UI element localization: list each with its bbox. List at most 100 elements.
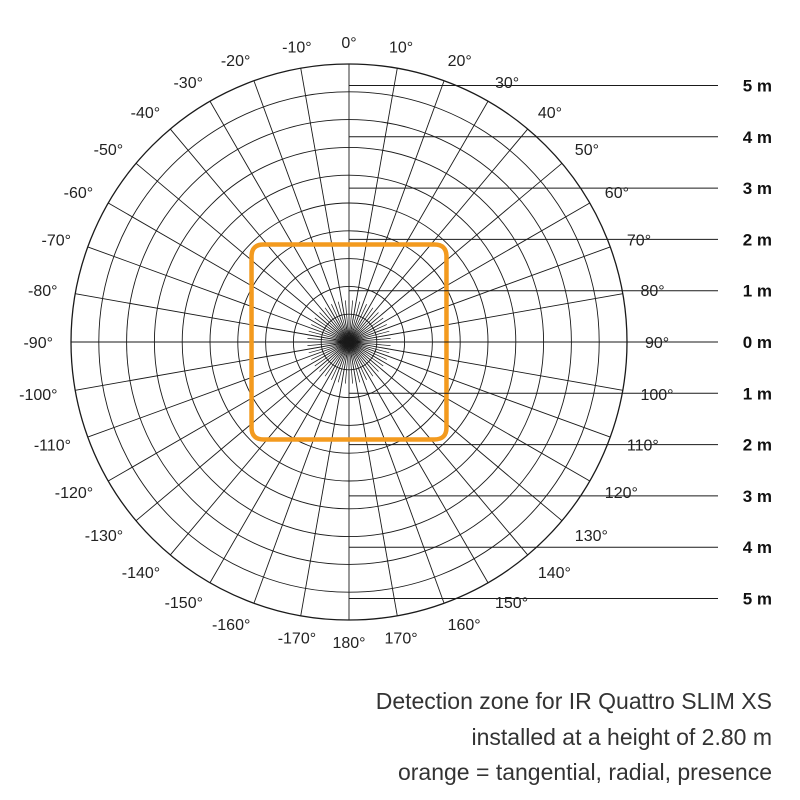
angle-label: 20° <box>448 53 472 70</box>
grid-spoke-inner <box>348 341 391 346</box>
angle-label: 0° <box>341 35 356 52</box>
angle-label: -20° <box>221 53 251 70</box>
angle-label: 10° <box>389 40 413 57</box>
grid-spoke-inner <box>308 341 350 354</box>
grid-spoke <box>348 68 398 343</box>
angle-label: -100° <box>19 387 57 404</box>
angle-label: -140° <box>122 565 160 582</box>
grid-spoke <box>135 162 350 343</box>
grid-spoke <box>348 341 489 583</box>
grid-spoke-inner <box>331 341 350 380</box>
grid-spoke <box>348 162 563 343</box>
angle-label: -80° <box>28 283 58 300</box>
grid-spoke <box>348 341 611 438</box>
grid-spoke <box>348 341 623 391</box>
distance-labels: 5 m 4 m 3 m 2 m 1 m 0 m 1 m 2 m 3 m 4 m 5 m <box>743 77 772 609</box>
grid-spoke <box>75 341 350 391</box>
grid-spoke <box>169 341 350 556</box>
grid-spoke <box>348 341 563 522</box>
grid-spoke-inner <box>348 317 384 343</box>
caption-legend: orange = tangential, radial, presence <box>397 759 772 785</box>
grid-spoke-inner <box>348 324 387 343</box>
caption-height: installed at a height of 2.80 m <box>471 724 772 750</box>
grid-spoke <box>348 293 623 343</box>
grid-spoke-inner <box>307 338 350 343</box>
grid-spoke-inner <box>319 312 350 343</box>
angle-label: -120° <box>55 485 93 502</box>
grid-spoke <box>300 68 350 343</box>
distance-label: 2 m <box>743 436 772 455</box>
angle-label: 50° <box>575 142 599 159</box>
grid-spoke-inner <box>311 341 350 360</box>
grid-spoke <box>348 341 398 616</box>
grid-spoke-inner <box>348 301 361 343</box>
grid-spoke-inner <box>324 341 350 377</box>
angle-label: -110° <box>34 438 71 455</box>
grid-spoke-inner <box>348 307 374 343</box>
angle-label: 100° <box>640 387 673 404</box>
angle-label: -60° <box>64 185 94 202</box>
angle-label: 60° <box>605 185 629 202</box>
grid-spoke-inner <box>348 330 390 343</box>
grid-spoke-inner <box>337 301 350 343</box>
grid-spoke-inner <box>348 341 374 377</box>
distance-label: 4 m <box>743 128 772 147</box>
grid-spoke <box>108 202 350 343</box>
angle-label: -30° <box>173 75 203 92</box>
distance-label: 2 m <box>743 230 772 249</box>
distance-label: 0 m <box>743 333 772 352</box>
angle-label: 80° <box>640 283 664 300</box>
grid-spoke-inner <box>348 341 387 360</box>
grid-spoke-inner <box>348 300 353 343</box>
angle-label: 30° <box>495 75 519 92</box>
grid-spoke <box>348 80 445 343</box>
grid-spoke-inner <box>348 341 361 383</box>
angle-label: -50° <box>94 142 124 159</box>
angle-label: 150° <box>495 595 528 612</box>
grid-spoke-inner <box>324 307 350 343</box>
distance-label: 1 m <box>743 282 772 301</box>
grid-spoke <box>348 341 445 604</box>
angle-label: 170° <box>385 630 418 647</box>
grid-spoke-inner <box>319 341 350 372</box>
grid-spoke-inner <box>348 341 353 384</box>
grid-spoke <box>348 101 489 343</box>
grid-spoke-inner <box>308 330 350 343</box>
angle-label: 90° <box>645 335 669 352</box>
distance-label: 3 m <box>743 487 772 506</box>
angle-label: 40° <box>538 105 562 122</box>
grid-spoke <box>135 341 350 522</box>
angle-label: -160° <box>212 617 250 634</box>
grid-spoke-inner <box>314 341 350 367</box>
caption-title: Detection zone for IR Quattro SLIM XS <box>375 688 772 714</box>
grid-spoke <box>348 341 590 482</box>
angle-label: -10° <box>282 40 312 57</box>
grid-spoke-inner <box>337 341 350 383</box>
grid-spoke <box>253 80 350 343</box>
grid-spoke <box>300 341 350 616</box>
detection-zone <box>249 242 449 442</box>
grid-spoke <box>75 293 350 343</box>
grid-spoke-inner <box>331 304 350 343</box>
angle-label: -70° <box>42 232 72 249</box>
distance-guide-lines <box>349 85 718 599</box>
angle-label: 140° <box>538 565 571 582</box>
grid-spoke <box>348 341 529 556</box>
grid-spoke <box>253 341 350 604</box>
angle-label: -90° <box>23 335 53 352</box>
angle-label: -40° <box>131 105 161 122</box>
angle-label: 70° <box>627 232 651 249</box>
grid-spoke <box>348 246 611 343</box>
angle-label: 110° <box>627 438 659 455</box>
angle-label: -150° <box>165 595 203 612</box>
grid-spoke <box>348 202 590 343</box>
grid-spoke <box>87 341 350 438</box>
grid-spoke-inner <box>348 341 384 367</box>
grid-spoke-inner <box>348 341 367 380</box>
grid-spoke-inner <box>348 312 379 343</box>
angle-label: -170° <box>278 630 316 647</box>
angle-label: 180° <box>332 635 365 652</box>
distance-label: 4 m <box>743 538 772 557</box>
detection-zone-outline <box>249 242 449 442</box>
grid-spoke-inner <box>348 338 391 343</box>
